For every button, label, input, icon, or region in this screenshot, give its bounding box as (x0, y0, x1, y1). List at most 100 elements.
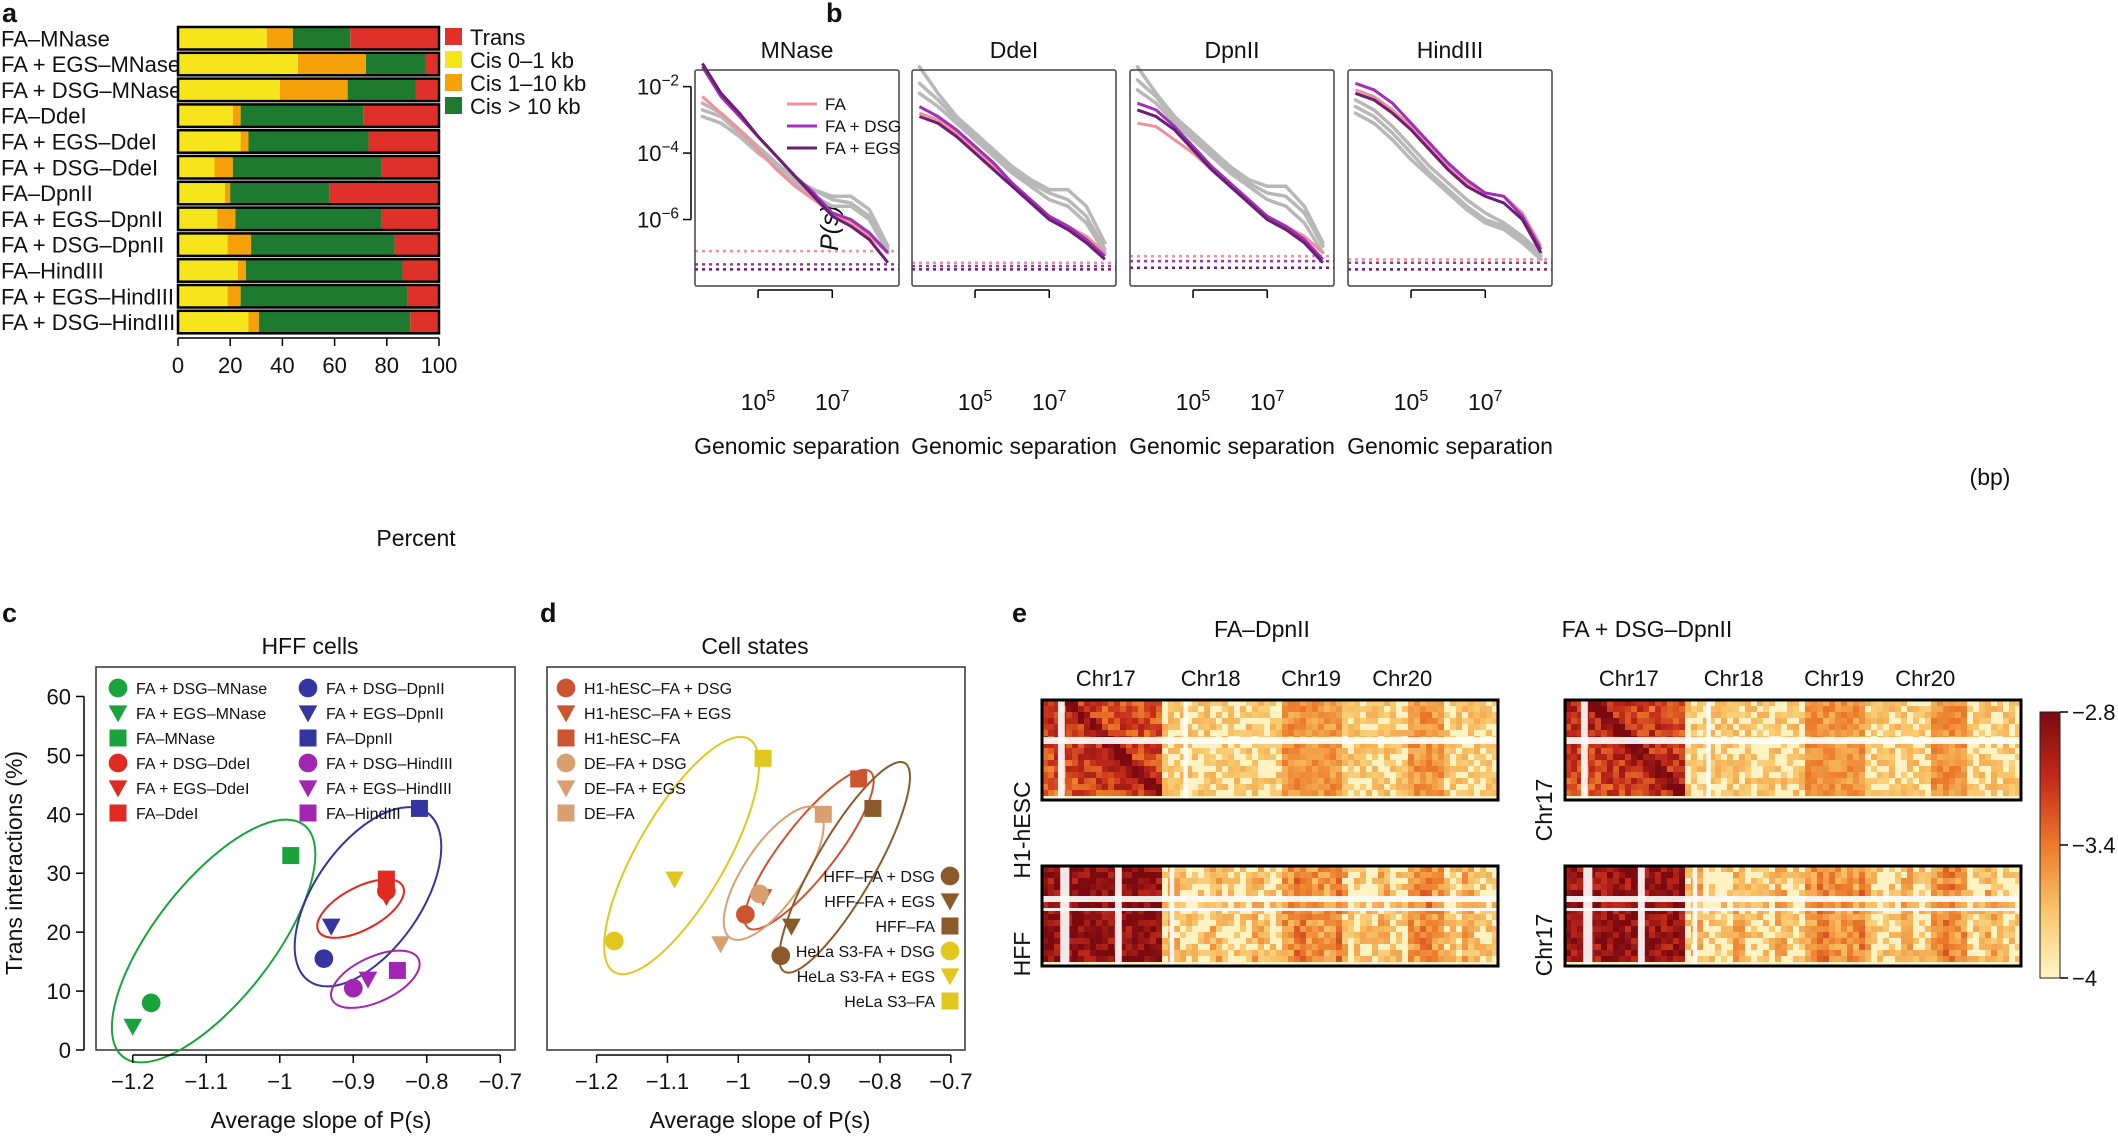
heatmap-cell (1492, 884, 1498, 890)
heatmap-cell (1757, 784, 1763, 790)
heatmap-cell (1625, 784, 1631, 790)
a-category-label: FA–DpnII (1, 181, 93, 206)
heatmap-cell (1282, 730, 1288, 736)
heatmap-cell (1492, 902, 1498, 908)
heatmap-cell (1120, 872, 1126, 878)
heatmap-cell (1288, 760, 1294, 766)
heatmap-cell (1432, 766, 1438, 772)
heatmap-cell (1955, 706, 1961, 712)
heatmap-cell (1294, 712, 1300, 718)
heatmap-cell (1210, 718, 1216, 724)
heatmap-cell (1775, 866, 1781, 872)
heatmap-cell (1787, 706, 1793, 712)
heatmap-cell (1174, 700, 1180, 706)
heatmap-cell (1300, 718, 1306, 724)
heatmap-cell (1661, 914, 1667, 920)
heatmap-cell (1877, 706, 1883, 712)
heatmap-cell (1733, 932, 1739, 938)
heatmap-cell (1444, 938, 1450, 944)
heatmap-cell (1414, 950, 1420, 956)
heatmap-cell (1835, 718, 1841, 724)
heatmap-cell (1042, 872, 1048, 878)
heatmap-cell (1829, 878, 1835, 884)
d-point (782, 918, 801, 936)
heatmap-cell (1378, 730, 1384, 736)
heatmap-cell (1468, 748, 1474, 754)
heatmap-cell (1324, 724, 1330, 730)
heatmap-cell (1132, 890, 1138, 896)
heatmap-cell (1655, 742, 1661, 748)
heatmap-cell (1066, 706, 1072, 712)
heatmap-cell (1264, 956, 1270, 962)
heatmap-cell (1108, 700, 1114, 706)
heatmap-cell (1048, 872, 1054, 878)
a-category-label: FA + EGS–HindIII (1, 284, 174, 309)
heatmap-cell (1841, 926, 1847, 932)
heatmap-cell (2003, 718, 2009, 724)
heatmap-cell (1300, 866, 1306, 872)
heatmap-cell (1943, 706, 1949, 712)
heatmap-cell (1727, 778, 1733, 784)
b-panel-frame (1129, 69, 1335, 287)
heatmap-cell (1414, 748, 1420, 754)
heatmap-cell (1841, 914, 1847, 920)
heatmap-cell (1408, 866, 1414, 872)
heatmap-cell (1138, 706, 1144, 712)
heatmap-cell (1276, 884, 1282, 890)
heatmap-cell (1054, 718, 1060, 724)
heatmap-cell (1673, 730, 1679, 736)
heatmap-cell (1102, 760, 1108, 766)
heatmap-cell (1264, 700, 1270, 706)
heatmap-cell (1324, 950, 1330, 956)
heatmap-cell (1078, 718, 1084, 724)
heatmap-cell (1474, 872, 1480, 878)
heatmap-cell (1733, 890, 1739, 896)
panel-c-letter: c (2, 598, 17, 628)
heatmap-cell (1048, 884, 1054, 890)
heatmap-cell (1769, 748, 1775, 754)
heatmap-cell (1420, 884, 1426, 890)
heatmap-cell (1150, 956, 1156, 962)
heatmap-cell (1486, 944, 1492, 950)
heatmap-cell (1288, 872, 1294, 878)
heatmap-cell (1468, 914, 1474, 920)
heatmap-cell (1739, 956, 1745, 962)
heatmap-cell (1793, 956, 1799, 962)
heatmap-cell (1919, 956, 1925, 962)
heatmap-cell (1691, 772, 1697, 778)
heatmap-cell (1138, 890, 1144, 896)
heatmap-gap (1583, 866, 1593, 966)
heatmap-cell (1859, 760, 1865, 766)
heatmap-cell (1733, 766, 1739, 772)
heatmap-cell (1811, 712, 1817, 718)
heatmap-cell (1096, 938, 1102, 944)
heatmap-cell (1955, 932, 1961, 938)
heatmap-cell (2009, 938, 2015, 944)
heatmap-cell (1432, 718, 1438, 724)
heatmap-cell (1336, 730, 1342, 736)
heatmap-cell (1180, 950, 1186, 956)
heatmap-cell (1390, 890, 1396, 896)
c-xlabel: Average slope of P(s) (211, 1107, 432, 1133)
heatmap-cell (2009, 772, 2015, 778)
heatmap-cell (1066, 778, 1072, 784)
heatmap-cell (1102, 754, 1108, 760)
heatmap-cell (2009, 778, 2015, 784)
heatmap-cell (1306, 766, 1312, 772)
heatmap-cell (1643, 872, 1649, 878)
heatmap-cell (1270, 950, 1276, 956)
heatmap-cell (1943, 778, 1949, 784)
heatmap-cell (1306, 926, 1312, 932)
heatmap-cell (1925, 902, 1931, 908)
heatmap-cell (1805, 878, 1811, 884)
heatmap-cell (1685, 706, 1691, 712)
heatmap-cell (1955, 926, 1961, 932)
heatmap-cell (1120, 790, 1126, 796)
heatmap-cell (1817, 944, 1823, 950)
heatmap-cell (1925, 872, 1931, 878)
heatmap-cell (1907, 754, 1913, 760)
heatmap-cell (1078, 902, 1084, 908)
heatmap-cell (1084, 872, 1090, 878)
heatmap-cell (1895, 914, 1901, 920)
heatmap-cell (1318, 920, 1324, 926)
